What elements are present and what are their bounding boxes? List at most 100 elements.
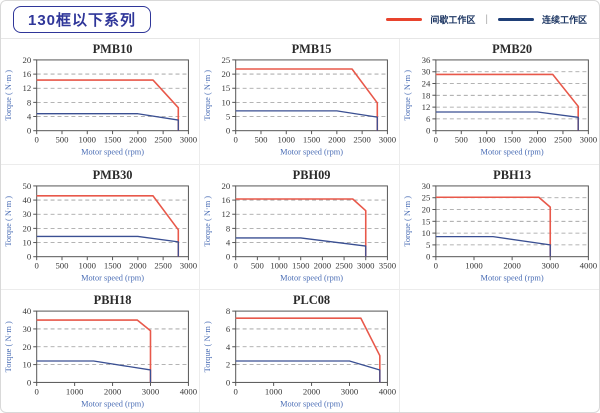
y-tick-label: 16 <box>23 69 32 79</box>
y-tick-label: 0 <box>226 251 231 261</box>
y-tick-label: 24 <box>421 79 430 89</box>
y-axis-title: Torque ( N·m ) <box>203 195 212 246</box>
x-tick-label: 500 <box>255 135 269 145</box>
y-tick-label: 25 <box>222 55 231 65</box>
y-tick-label: 2 <box>226 360 230 370</box>
legend-label-intermittent: 间歇工作区 <box>430 15 476 25</box>
x-axis-title: Motor speed (rpm) <box>81 273 144 282</box>
x-tick-label: 1500 <box>503 135 521 145</box>
y-tick-label: 10 <box>222 97 231 107</box>
y-axis-title: Torque ( N·m ) <box>4 195 13 246</box>
y-tick-label: 8 <box>226 306 231 316</box>
y-tick-label: 20 <box>23 342 32 352</box>
x-tick-label: 3000 <box>180 135 198 145</box>
x-tick-label: 3500 <box>379 260 397 270</box>
y-tick-label: 5 <box>426 239 431 249</box>
y-tick-label: 36 <box>421 55 430 65</box>
chart-cell-PLC08: PLC08 0 2 4 6 8 0 1000 2000 3000 4000 Motor speed (… <box>200 290 400 412</box>
header: 130框以下系列 间歇工作区 | 连续工作区 <box>1 1 599 39</box>
continuous-zone-line <box>36 360 152 383</box>
y-tick-label: 15 <box>222 83 231 93</box>
series-title-badge: 130框以下系列 <box>13 6 152 33</box>
x-axis-title: Motor speed (rpm) <box>81 400 144 409</box>
y-tick-label: 30 <box>421 67 430 77</box>
chart-title: PMB15 <box>292 42 332 56</box>
x-tick-label: 2000 <box>528 135 546 145</box>
x-tick-label: 3000 <box>357 260 375 270</box>
y-tick-label: 8 <box>27 97 32 107</box>
x-axis-title: Motor speed (rpm) <box>480 273 543 282</box>
chart-title: PMB10 <box>93 42 133 56</box>
x-tick-label: 2000 <box>129 260 147 270</box>
x-tick-label: 1000 <box>265 387 283 397</box>
chart-svg-PBH13: PBH13 0 510 15 20 25 30 0 1000 2000 3000 4000 Motor … <box>403 168 598 283</box>
intermittent-zone-line <box>36 79 180 131</box>
intermittent-zone-line <box>236 317 381 383</box>
y-tick-label: 16 <box>222 195 231 205</box>
chart-title: PBH18 <box>94 293 132 307</box>
x-tick-label: 1000 <box>271 260 289 270</box>
y-tick-label: 0 <box>226 126 231 136</box>
y-tick-label: 30 <box>23 324 32 334</box>
continuous-zone-line <box>236 236 367 257</box>
x-tick-label: 0 <box>35 387 40 397</box>
y-tick-label: 20 <box>222 69 231 79</box>
y-axis-title: Torque ( N·m ) <box>403 195 412 246</box>
x-axis-title: Motor speed (rpm) <box>280 273 343 282</box>
y-tick-label: 10 <box>23 237 32 247</box>
y-axis-title: Torque ( N·m ) <box>403 70 412 121</box>
x-tick-label: 3000 <box>541 260 559 270</box>
x-axis-title: Motor speed (rpm) <box>280 148 343 157</box>
x-tick-label: 2000 <box>104 387 122 397</box>
x-tick-label: 0 <box>234 135 239 145</box>
continuous-zone-line <box>236 110 379 131</box>
chart-cell-PBH13: PBH13 0 5 10 15 20 25 30 0 1000 2000 3000 4000 Motor … <box>399 165 599 291</box>
x-tick-label: 500 <box>55 260 69 270</box>
x-tick-label: 4000 <box>379 387 397 397</box>
x-tick-label: 4000 <box>180 387 198 397</box>
y-tick-label: 25 <box>421 192 430 202</box>
y-tick-label: 50 <box>23 180 32 190</box>
y-tick-label: 20 <box>421 204 430 214</box>
x-tick-label: 0 <box>433 260 438 270</box>
x-tick-label: 1500 <box>104 260 122 270</box>
chart-title: PMB30 <box>93 168 133 182</box>
chart-cell-PBH09: PBH09 0 4 8 12 16 20 0 500 1000 1500 2000 2500 3000 35… <box>200 164 400 291</box>
plot-frame <box>36 59 189 132</box>
chart-cell-PMB20: PMB20 0 6 12 18 24 30 36 0 500 1000 1500 2000 2500 300… <box>399 39 599 165</box>
x-tick-label: 0 <box>234 387 239 397</box>
x-tick-label: 3000 <box>341 387 359 397</box>
chart-title: PLC08 <box>293 293 330 307</box>
y-tick-label: 0 <box>27 378 32 388</box>
x-tick-label: 2500 <box>354 135 372 145</box>
x-tick-label: 1000 <box>79 260 97 270</box>
y-tick-label: 40 <box>23 306 32 316</box>
page-title: 130框以下系列 <box>28 12 137 29</box>
chart-svg-PBH09: PBH09 0 4 8 12 16 20 0 500 1000 1500 2000 2500 3000 35… <box>203 168 397 283</box>
x-tick-label: 0 <box>234 260 239 270</box>
x-tick-label: 0 <box>35 260 40 270</box>
y-tick-label: 6 <box>426 114 431 124</box>
intermittent-zone-line <box>236 197 367 257</box>
chart-cell-PBH18: PBH18 0 10 20 30 40 0 1000 2000 3000 4000 Motor spe… <box>1 290 201 412</box>
x-tick-label: 3000 <box>379 135 397 145</box>
chart-cell-PMB15: PMB15 0 5 10 15 20 25 0 500 1000 1500 2000 2500 3000 M… <box>200 39 400 165</box>
y-tick-label: 0 <box>226 378 231 388</box>
x-tick-label: 1500 <box>104 135 122 145</box>
x-tick-label: 2500 <box>154 260 172 270</box>
x-tick-label: 1000 <box>465 260 483 270</box>
continuous-zone-line <box>435 235 551 257</box>
chart-title: PMB20 <box>492 42 532 56</box>
y-tick-label: 6 <box>226 324 231 334</box>
y-tick-label: 0 <box>27 251 32 261</box>
continuous-zone-line <box>236 360 381 383</box>
legend-label-continuous: 连续工作区 <box>541 15 587 25</box>
x-tick-label: 0 <box>35 135 40 145</box>
x-tick-label: 3000 <box>142 387 160 397</box>
x-tick-label: 1000 <box>278 135 296 145</box>
x-axis-title: Motor speed (rpm) <box>81 148 144 157</box>
chart-svg-PLC08: PLC08 0 2 4 6 8 0 1000 2000 3000 4000 Motor speed (… <box>203 293 397 409</box>
y-tick-label: 4 <box>226 237 231 247</box>
